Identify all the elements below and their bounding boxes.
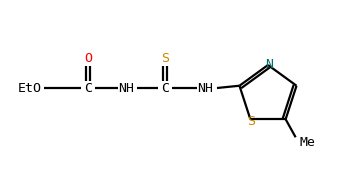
- Text: N: N: [265, 58, 273, 70]
- Text: S: S: [247, 115, 256, 128]
- Text: O: O: [84, 52, 92, 64]
- Text: NH: NH: [118, 81, 134, 95]
- Text: Me: Me: [300, 136, 316, 149]
- Text: C: C: [161, 81, 169, 95]
- Text: NH: NH: [197, 81, 213, 95]
- Text: S: S: [161, 52, 169, 64]
- Text: C: C: [84, 81, 92, 95]
- Text: EtO: EtO: [18, 81, 42, 95]
